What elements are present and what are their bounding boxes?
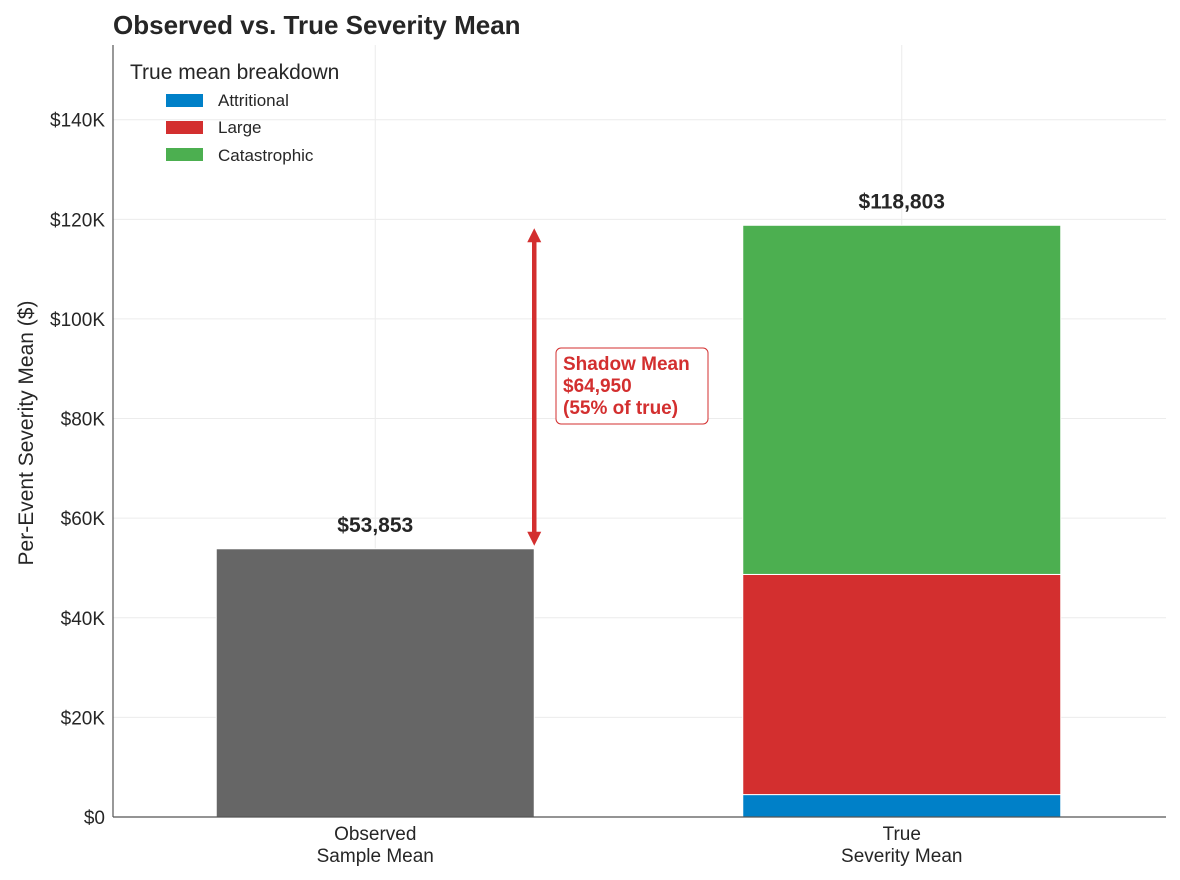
- x-tick-label: Observed: [334, 824, 416, 845]
- legend-swatch-catastrophic: [166, 148, 203, 161]
- annotation-line-1: Shadow Mean: [563, 354, 690, 375]
- y-tick-label: $120K: [50, 210, 105, 231]
- y-tick-label: $100K: [50, 310, 105, 331]
- x-tick-label: True: [883, 824, 921, 845]
- bar-segment-attritional: [742, 794, 1062, 818]
- legend-label-attritional: Attritional: [218, 91, 289, 110]
- value-label-observed: $53,853: [337, 514, 413, 537]
- legend-title: True mean breakdown: [130, 61, 339, 84]
- legend-label-catastrophic: Catastrophic: [218, 146, 314, 165]
- chart-title: Observed vs. True Severity Mean: [113, 10, 521, 40]
- bar-observed: [215, 548, 535, 818]
- axes-layer: [112, 45, 1166, 818]
- shadow-arrow-head-top: [527, 228, 542, 243]
- y-tick-label: $20K: [61, 708, 106, 729]
- labels-layer: $0 $20K $40K $60K $80K $100K $120K $140K $53,853…: [50, 111, 962, 867]
- y-axis-label: Per-Event Severity Mean ($): [15, 301, 38, 566]
- annotation-line-2: $64,950: [563, 376, 632, 397]
- y-tick-label: $140K: [50, 111, 105, 132]
- x-tick-label: Severity Mean: [841, 846, 962, 867]
- bar-segment-catastrophic: [742, 224, 1062, 575]
- legend-label-large: Large: [218, 118, 261, 137]
- y-tick-label: $40K: [61, 609, 106, 630]
- x-tick-label: Sample Mean: [317, 846, 434, 867]
- bars-layer: [215, 224, 1062, 818]
- annotation-box: [555, 347, 709, 425]
- y-tick-label: $60K: [61, 509, 106, 530]
- shadow-arrow-head-bottom: [527, 531, 542, 546]
- legend-swatch-attritional: [166, 94, 203, 107]
- value-label-true: $118,803: [859, 190, 945, 213]
- bar-segment-large: [742, 573, 1062, 796]
- legend: True mean breakdown Attritional Large Ca…: [130, 61, 339, 165]
- y-tick-label: $0: [84, 808, 105, 829]
- shadow-mean-annotation: Shadow Mean $64,950 (55% of true): [527, 228, 709, 546]
- annotation-line-3: (55% of true): [563, 398, 678, 419]
- legend-swatch-large: [166, 121, 203, 134]
- y-tick-label: $80K: [61, 410, 106, 431]
